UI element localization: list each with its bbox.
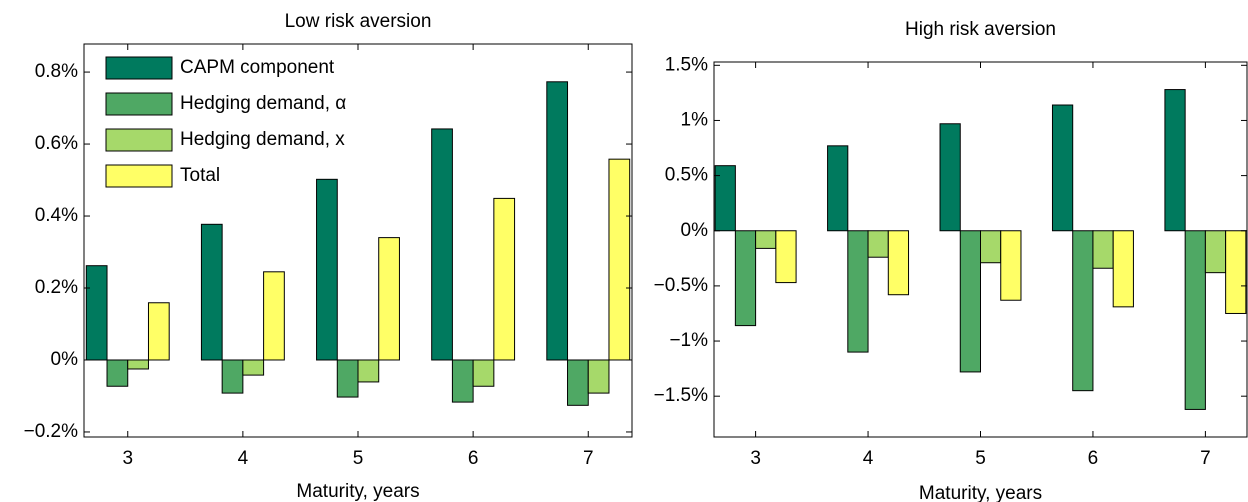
y-tick-label: 0.6% [35, 133, 78, 154]
x-tick-label: 6 [468, 448, 479, 469]
bar [867, 230, 889, 258]
legend-swatch [105, 128, 173, 152]
bar [1225, 230, 1247, 314]
bar [451, 359, 474, 403]
x-tick-label: 4 [238, 448, 249, 469]
bar [546, 81, 569, 361]
y-tick-label: 0% [51, 349, 79, 370]
bar [127, 359, 149, 370]
y-tick-label: −1.5% [654, 385, 709, 406]
bar [1092, 230, 1114, 269]
bar [1072, 230, 1094, 392]
bar [714, 165, 736, 232]
x-tick-label: 5 [975, 448, 986, 469]
legend-swatch [105, 56, 173, 80]
chart-title: High risk aversion [905, 19, 1056, 40]
bar [847, 230, 869, 353]
bar [106, 359, 129, 387]
y-tick-label: 0.8% [35, 61, 78, 82]
bar [221, 359, 244, 394]
y-tick-label: 0% [681, 220, 709, 241]
bar [1051, 104, 1074, 232]
chart-title: Low risk aversion [285, 11, 432, 32]
bar [567, 359, 589, 406]
x-tick-label: 6 [1088, 448, 1099, 469]
x-tick-label: 5 [353, 448, 364, 469]
x-tick-label: 3 [750, 448, 761, 469]
legend-swatch [105, 92, 173, 116]
bar [85, 265, 108, 361]
bar [242, 359, 265, 376]
y-tick-label: 1.5% [665, 54, 708, 75]
y-tick-label: 0.5% [665, 165, 708, 186]
bar [431, 128, 453, 361]
bar [939, 123, 961, 232]
bar [378, 237, 400, 361]
bar [827, 145, 849, 232]
x-tick-label: 4 [863, 448, 874, 469]
bar [263, 271, 285, 361]
bar [734, 230, 757, 327]
legend-label: CAPM component [180, 57, 335, 78]
y-tick-label: −0.2% [24, 421, 79, 442]
bar [493, 197, 516, 361]
x-tick-label: 7 [1200, 448, 1211, 469]
y-tick-label: −0.5% [654, 275, 709, 296]
bar [147, 302, 170, 361]
y-tick-label: −1% [669, 330, 708, 351]
x-tick-label: 7 [583, 448, 594, 469]
bar [1164, 89, 1186, 232]
bar [1000, 230, 1022, 301]
bar [887, 230, 910, 296]
bar [775, 230, 797, 284]
x-axis-label: Maturity, years [919, 483, 1042, 502]
y-tick-label: 0.2% [35, 277, 78, 298]
bar [200, 223, 223, 361]
bar [472, 359, 495, 387]
x-axis-label: Maturity, years [296, 481, 419, 502]
bar [980, 230, 1002, 264]
bar [1204, 230, 1227, 274]
bar [1184, 230, 1206, 410]
bar [959, 230, 982, 373]
legend-swatch [105, 164, 173, 188]
legend-label: Hedging demand, α [180, 93, 346, 114]
bar [755, 230, 777, 249]
bar [608, 158, 631, 361]
legend-label: Total [180, 165, 220, 186]
legend-label: Hedging demand, x [180, 129, 345, 150]
bar [357, 359, 380, 383]
y-tick-label: 0.4% [35, 205, 78, 226]
bar [316, 178, 338, 361]
y-tick-label: 1% [681, 109, 709, 130]
x-tick-label: 3 [122, 448, 133, 469]
bar [1112, 230, 1134, 308]
bar [336, 359, 359, 398]
bar [587, 359, 610, 394]
